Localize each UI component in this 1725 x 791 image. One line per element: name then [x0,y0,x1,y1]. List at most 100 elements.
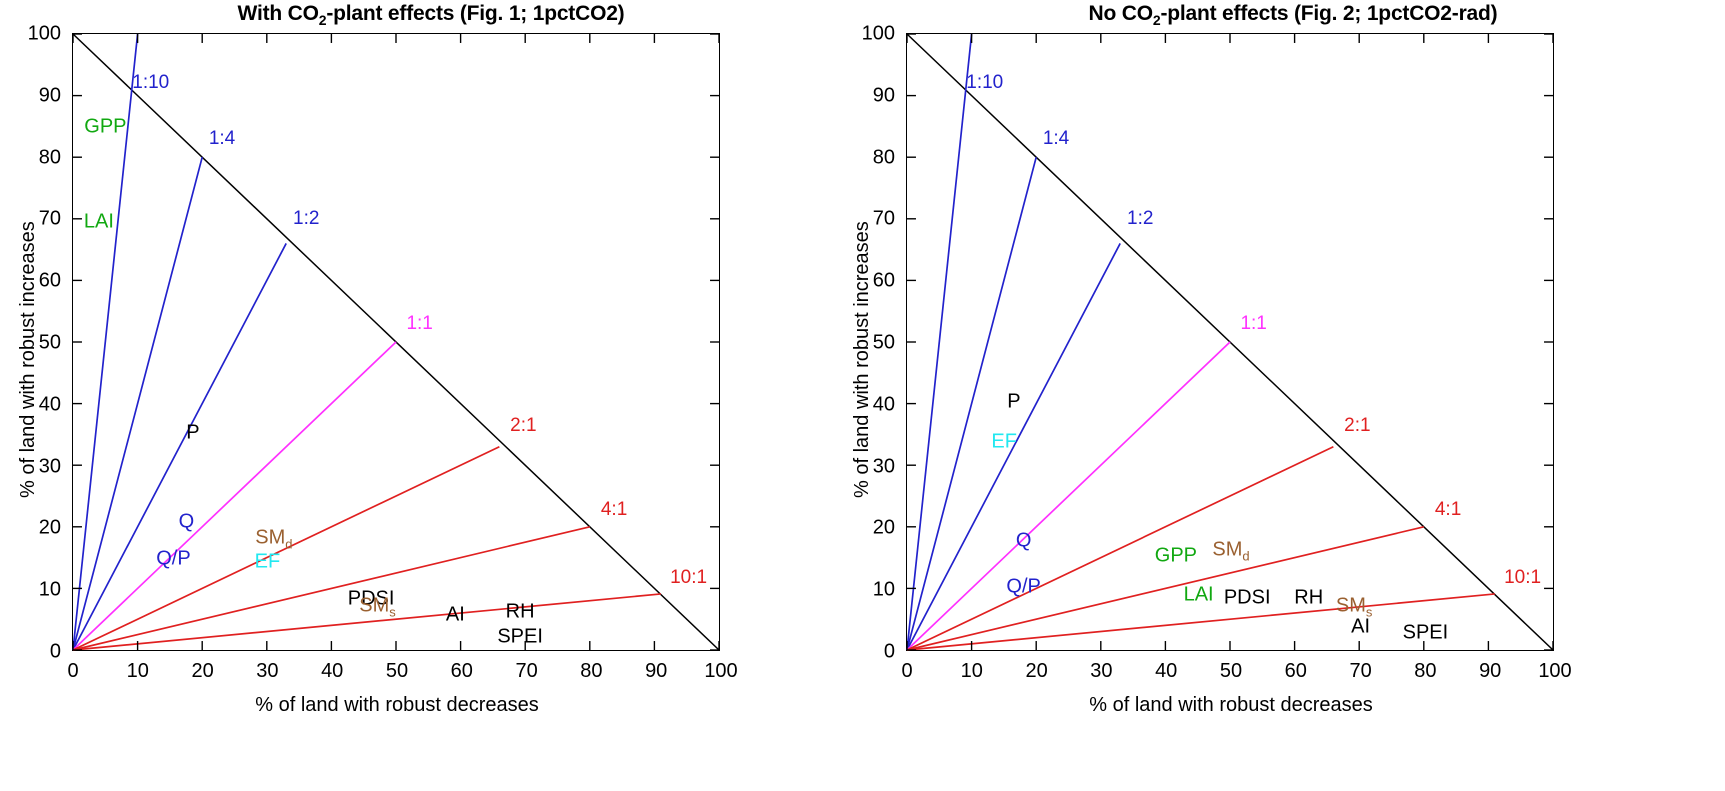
y-tick-label: 100 [861,22,895,45]
y-tick-label: 20 [872,516,895,539]
variable-label-text: RH [505,600,535,623]
x-tick-label: 60 [1284,660,1307,682]
y-tick-label: 0 [883,640,895,663]
y-tick-label: 10 [872,578,895,601]
variable-label-text: PDSI [1223,586,1271,609]
panel-left-lines [72,33,720,651]
x-tick-label: 90 [1479,660,1502,682]
variable-label-EF: EF [255,551,281,574]
variable-label-subscript: s [389,604,396,620]
variable-label-AI: AI [446,603,465,626]
x-axis-label: % of land with robust decreases [255,694,539,716]
variable-label-text: Q [1015,529,1032,552]
panel-right-title-post: -plant effects (Fig. 2; 1pctCO2-rad) [1160,2,1498,25]
ratio-label-10-1: 10:1 [670,566,708,588]
variable-label-SM-d: SMd [255,526,293,552]
ratio-line-1-4 [906,156,1038,651]
variable-label-AI: AI [1351,616,1370,639]
ratio-label-1-4: 1:4 [208,128,236,150]
x-tick-label: 60 [450,660,473,682]
variable-label-SM-s: SMs [359,594,396,620]
variable-label-SM-s: SMs [1335,594,1373,620]
x-axis-label: % of land with robust decreases [1089,694,1373,716]
panel-right-title-pre: No CO [1088,2,1154,25]
y-tick-label: 30 [38,455,61,478]
y-tick-label: 90 [872,84,895,107]
ratio-line-2-1 [72,445,500,651]
x-tick-label: 30 [1090,660,1113,682]
ratio-line-1-10 [72,33,139,651]
x-tick-label: 20 [1025,660,1048,682]
y-tick-label: 20 [38,516,61,539]
x-tick-label: 30 [256,660,279,682]
variable-label-Q-P: Q/P [1006,576,1040,599]
panel-right-title: No CO2-plant effects (Fig. 2; 1pctCO2-ra… [862,2,1724,28]
variable-label-GPP: GPP [84,115,126,138]
y-tick-label: 50 [38,331,61,354]
x-tick-label: 40 [1155,660,1178,682]
ratio-line-1-2 [906,243,1121,651]
y-tick-label: 60 [38,269,61,292]
ratio-line-4-1 [906,525,1424,651]
variable-label-subscript: d [285,536,293,552]
x-tick-label: 50 [385,660,409,682]
ratio-label-2-1: 2:1 [1344,415,1371,437]
y-tick-label: 70 [38,207,61,230]
variable-label-Q: Q [1016,529,1032,552]
y-tick-label: 70 [872,207,895,230]
panel-right-plot-area: 1:10 1:4 1:2 1:1 2:1 4:1 10:1 P EF Q Q/P GPP SMd LAI P… [851,23,1572,717]
x-tick-label: 90 [645,660,668,682]
ratio-label-4-1: 4:1 [1434,498,1462,520]
x-tick-label: 10 [960,660,983,682]
ratio-line-10-1 [906,593,1495,651]
variable-label-text: SM [1335,594,1366,617]
ratio-label-1-4: 1:4 [1042,128,1070,150]
variable-label-text: EF [991,430,1017,453]
variable-label-text: EF [254,550,281,573]
x-tick-label: 0 [901,660,913,682]
variable-label-text: RH [1294,586,1324,609]
y-tick-label: 80 [872,146,895,169]
y-tick-label: 40 [872,393,895,416]
panel-right: No CO2-plant effects (Fig. 2; 1pctCO2-ra… [851,0,1724,791]
ratio-line-1-2 [72,243,287,651]
panel-right-lines [906,33,1554,651]
variable-label-SPEI: SPEI [1403,622,1449,645]
variable-label-RH: RH [506,601,535,624]
panel-left-title-pre: With CO [237,2,319,25]
variable-label-text: SM [255,526,286,549]
variable-label-text: GPP [84,115,127,138]
variable-label-text: GPP [1154,544,1198,567]
y-tick-label: 80 [38,146,61,169]
ratio-label-10-1: 10:1 [1504,566,1542,588]
ratio-label-1-2: 1:2 [293,208,320,230]
ratio-line-2-1 [906,445,1334,651]
x-tick-label: 100 [1538,660,1572,682]
ratio-label-4-1: 4:1 [600,498,628,520]
variable-label-LAI: LAI [1184,583,1214,606]
x-tick-label: 20 [191,660,214,682]
variable-label-EF: EF [991,430,1017,453]
x-tick-label: 100 [704,660,738,682]
variable-label-SPEI: SPEI [497,625,543,648]
x-tick-label: 70 [1349,660,1372,682]
ratio-label-1-10: 1:10 [966,72,1004,94]
variable-label-text: SPEI [497,625,543,648]
variable-label-text: Q [178,510,195,533]
ratio-line-1-4 [72,156,204,651]
variable-label-text: AI [1351,615,1371,638]
variable-label-text: SM [359,594,390,617]
variable-label-RH: RH [1294,586,1323,609]
panel-left-title: With CO2-plant effects (Fig. 1; 1pctCO2) [0,2,862,28]
variable-label-subscript: s [1365,604,1373,620]
ratio-label-1-2: 1:2 [1127,208,1154,230]
variable-label-text: P [186,421,200,444]
x-tick-label: 80 [1414,660,1437,682]
ratio-label-2-1: 2:1 [510,415,537,437]
ratio-line-1-10 [906,33,973,651]
variable-label-Q: Q [179,511,195,534]
variable-label-text: SM [1212,538,1243,561]
y-tick-label: 40 [38,393,61,416]
panel-left-title-sub: 2 [318,12,327,28]
